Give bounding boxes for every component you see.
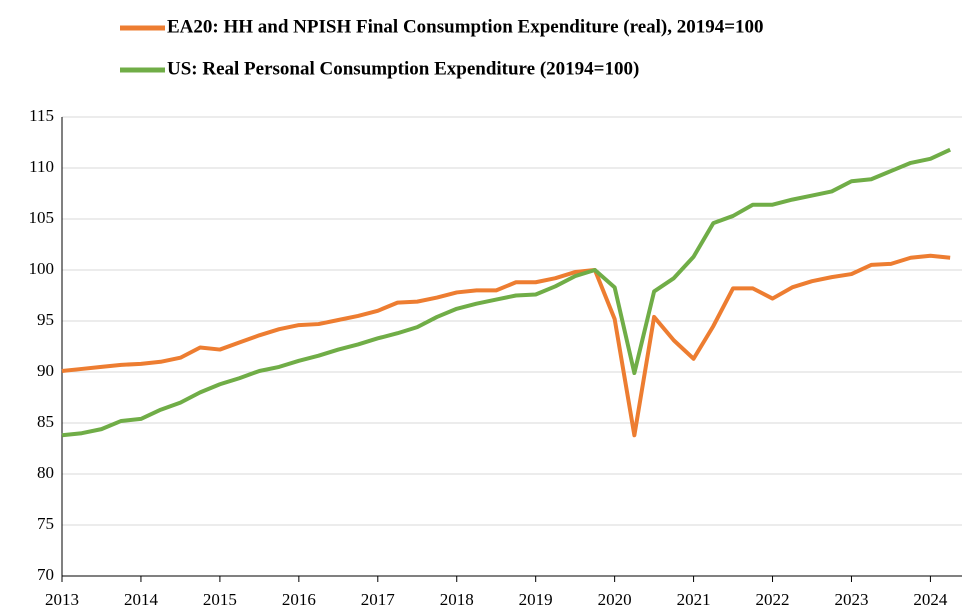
x-tick-label: 2016	[282, 590, 316, 609]
y-tick-label: 80	[37, 463, 54, 482]
x-tick-label: 2018	[440, 590, 474, 609]
series-line	[61, 147, 952, 438]
y-tick-label: 100	[29, 259, 55, 278]
x-tick-label: 2015	[203, 590, 237, 609]
y-tick-label: 70	[37, 565, 54, 584]
y-tick-label: 115	[29, 106, 54, 125]
x-tick-label: 2023	[834, 590, 868, 609]
x-tick-label: 2021	[677, 590, 711, 609]
x-tick-label: 2024	[913, 590, 948, 609]
x-tick-label: 2022	[756, 590, 790, 609]
x-tick-label: 2013	[45, 590, 79, 609]
legend-label: US: Real Personal Consumption Expenditur…	[167, 58, 639, 79]
y-tick-label: 85	[37, 412, 54, 431]
y-tick-label: 95	[37, 310, 54, 329]
y-tick-label: 110	[29, 157, 54, 176]
x-tick-label: 2014	[124, 590, 159, 609]
y-tick-label: 75	[37, 514, 54, 533]
y-tick-label: 105	[29, 208, 55, 227]
series-line	[61, 253, 951, 438]
x-tick-label: 2019	[519, 590, 553, 609]
legend-label: EA20: HH and NPISH Final Consumption Exp…	[167, 16, 764, 37]
x-tick-label: 2020	[598, 590, 632, 609]
x-tick-label: 2017	[361, 590, 396, 609]
y-tick-label: 90	[37, 361, 54, 380]
